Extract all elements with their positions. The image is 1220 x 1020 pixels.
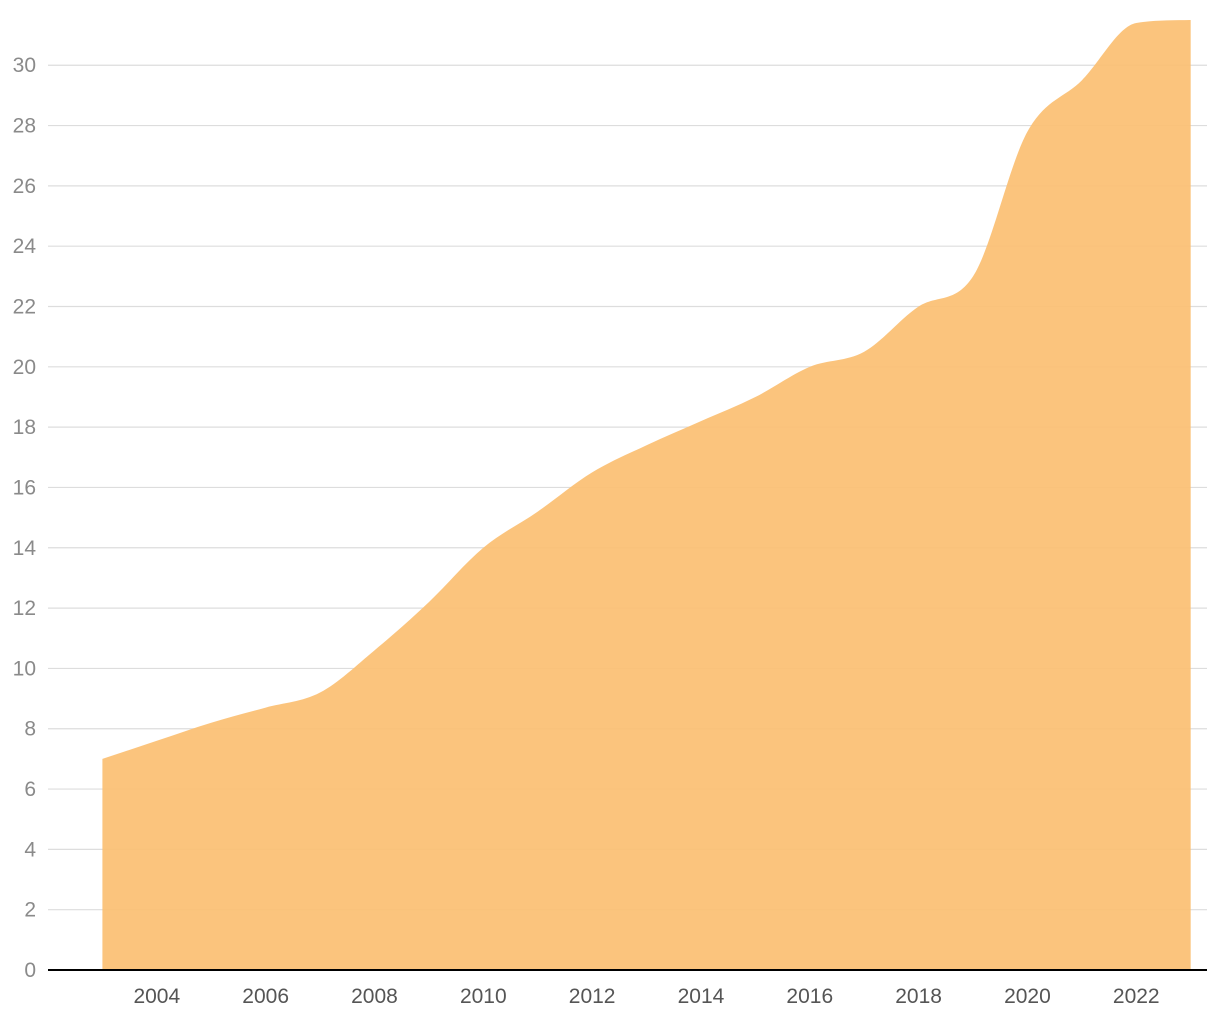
y-tick-label: 16 — [13, 476, 36, 499]
y-tick-label: 28 — [13, 115, 36, 138]
y-tick-label: 4 — [24, 838, 36, 861]
y-tick-label: 26 — [13, 175, 36, 198]
y-tick-label: 6 — [24, 778, 36, 801]
y-tick-label: 30 — [13, 54, 36, 77]
x-tick-label: 2012 — [569, 985, 616, 1008]
x-tick-label: 2008 — [351, 985, 398, 1008]
y-tick-label: 20 — [13, 356, 36, 379]
y-tick-label: 2 — [24, 899, 36, 922]
x-tick-label: 2020 — [1004, 985, 1051, 1008]
x-tick-label: 2006 — [242, 985, 289, 1008]
area-fill — [102, 20, 1191, 970]
y-tick-label: 22 — [13, 296, 36, 319]
x-tick-label: 2014 — [678, 985, 725, 1008]
y-tick-label: 24 — [13, 235, 37, 258]
y-tick-label: 14 — [13, 537, 37, 560]
y-tick-label: 0 — [24, 959, 36, 982]
y-tick-label: 8 — [24, 718, 36, 741]
y-tick-label: 10 — [13, 657, 36, 680]
y-tick-label: 18 — [13, 416, 36, 439]
x-tick-label: 2010 — [460, 985, 507, 1008]
x-tick-label: 2018 — [895, 985, 942, 1008]
x-tick-label: 2022 — [1113, 985, 1160, 1008]
x-tick-label: 2004 — [133, 985, 180, 1008]
y-tick-label: 12 — [13, 597, 36, 620]
area-series — [102, 20, 1191, 970]
x-tick-label: 2016 — [786, 985, 833, 1008]
x-axis-ticks: 2004 2006 2008 2010 2012 2014 2016 2018 2020 2022 — [133, 985, 1159, 1008]
